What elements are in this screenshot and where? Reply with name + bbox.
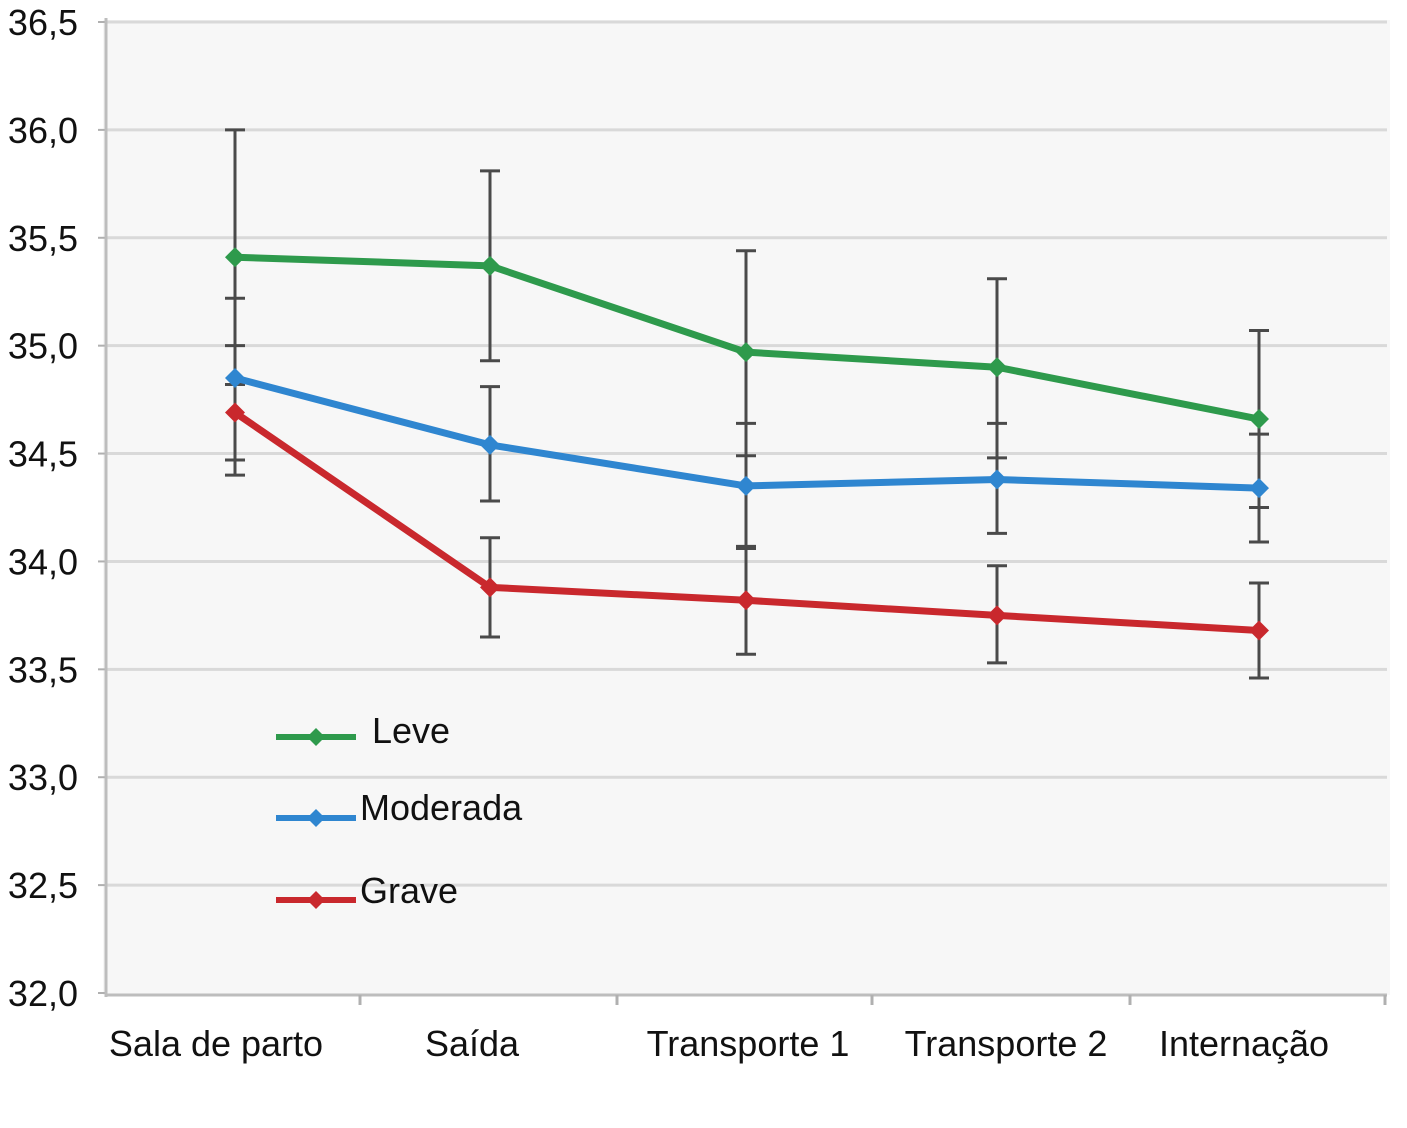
data-point-moderada bbox=[987, 469, 1007, 490]
y-tick-label: 32,5 bbox=[8, 865, 78, 906]
data-point-moderada bbox=[1249, 478, 1269, 499]
x-tick-label: Sala de parto bbox=[109, 1023, 323, 1064]
y-tick-label: 34,5 bbox=[8, 434, 78, 475]
series-lines bbox=[225, 247, 1269, 641]
x-tick-label: Saída bbox=[425, 1023, 520, 1064]
data-point-moderada bbox=[225, 368, 245, 389]
data-point-leve bbox=[987, 357, 1007, 378]
y-tick-label: 35,0 bbox=[8, 326, 78, 367]
y-tick-label: 36,0 bbox=[8, 110, 78, 151]
y-tick-label: 35,5 bbox=[8, 218, 78, 259]
legend-marker-grave bbox=[307, 891, 325, 909]
data-point-moderada bbox=[736, 475, 756, 496]
data-point-grave bbox=[1249, 620, 1269, 641]
legend-marker-leve bbox=[307, 728, 325, 746]
data-point-grave bbox=[225, 402, 245, 423]
y-tick-label: 33,5 bbox=[8, 649, 78, 690]
x-tick-labels: Sala de parto Saída Transporte 1 Transporte… bbox=[109, 1023, 1329, 1064]
y-tick-label: 32,0 bbox=[8, 973, 78, 1014]
legend-marker-moderada bbox=[307, 809, 325, 827]
x-tick-label: Transporte 1 bbox=[647, 1023, 850, 1064]
legend-label-leve: Leve bbox=[372, 710, 450, 751]
data-point-grave bbox=[987, 605, 1007, 626]
data-point-leve bbox=[480, 255, 500, 276]
y-tick-labels: 32,0 32,5 33,0 33,5 34,0 34,5 35,0 35,5 36,0 36,5 bbox=[8, 2, 78, 1014]
y-tick-label: 36,5 bbox=[8, 2, 78, 43]
data-point-leve bbox=[225, 247, 245, 268]
x-tick-label: Internação bbox=[1159, 1023, 1329, 1064]
x-tick-label: Transporte 2 bbox=[905, 1023, 1108, 1064]
y-tick-label: 33,0 bbox=[8, 757, 78, 798]
data-point-grave bbox=[480, 577, 500, 598]
data-point-moderada bbox=[480, 434, 500, 455]
legend: Leve Moderada Grave bbox=[276, 710, 523, 911]
legend-label-moderada: Moderada bbox=[360, 787, 523, 828]
data-point-leve bbox=[1249, 409, 1269, 430]
axes bbox=[98, 18, 1387, 1005]
legend-label-grave: Grave bbox=[360, 870, 458, 911]
data-point-grave bbox=[736, 590, 756, 611]
y-tick-label: 34,0 bbox=[8, 541, 78, 582]
data-point-leve bbox=[736, 342, 756, 363]
